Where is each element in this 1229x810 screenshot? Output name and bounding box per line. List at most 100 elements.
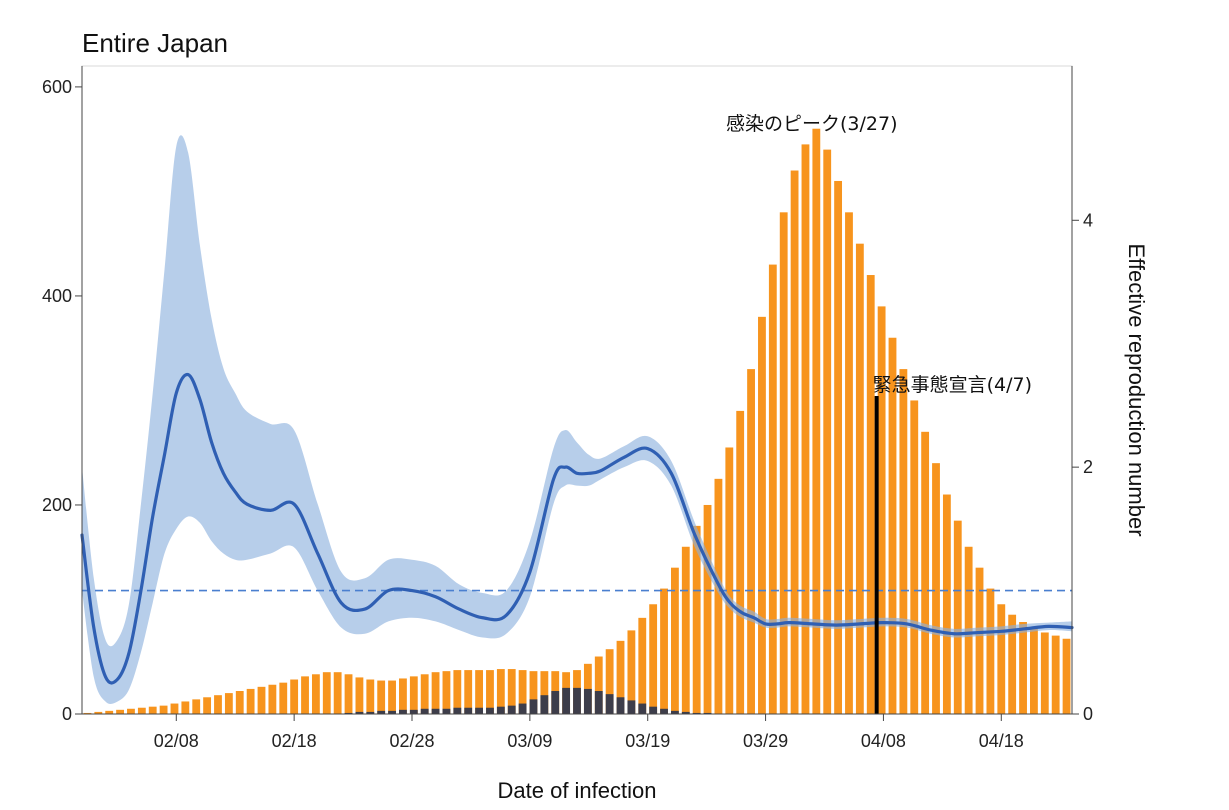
infection-bar — [83, 712, 92, 714]
infection-bar — [181, 701, 190, 714]
x-tick-label: 02/18 — [272, 731, 317, 751]
x-tick-label: 03/19 — [625, 731, 670, 751]
infection-bar — [290, 679, 299, 714]
imported-bar — [377, 710, 386, 714]
imported-bar — [420, 708, 429, 714]
imported-bar — [627, 700, 636, 714]
infection-bar — [127, 708, 135, 714]
infection-bar — [137, 707, 146, 714]
infection-bar — [1051, 635, 1060, 714]
infection-bar — [355, 677, 364, 714]
infection-bar — [942, 494, 951, 714]
infection-bar — [866, 275, 875, 714]
imported-bar — [681, 711, 690, 714]
infection-bar — [214, 695, 222, 714]
y-right-tick-label: 2 — [1083, 457, 1093, 477]
infection-bar — [768, 264, 777, 714]
infection-bar — [605, 649, 614, 714]
infection-bar — [159, 705, 168, 714]
infection-bar — [649, 604, 658, 714]
imported-bar — [507, 705, 516, 714]
infection-bar — [116, 709, 124, 714]
infection-bar — [170, 703, 179, 714]
infection-bar — [344, 674, 353, 714]
infection-bar — [333, 672, 342, 714]
infection-bar — [725, 447, 734, 714]
x-tick-label: 03/09 — [507, 731, 552, 751]
infection-bar — [997, 604, 1006, 714]
infection-bar — [311, 674, 320, 714]
infection-bar — [431, 672, 440, 714]
y-left-tick-label: 0 — [62, 704, 72, 724]
imported-bar — [518, 703, 527, 714]
infection-bar — [540, 671, 549, 714]
infection-bar — [105, 710, 114, 714]
infection-bar — [616, 640, 625, 714]
left-axis: 0 200 400 600 — [42, 66, 83, 724]
infection-bar — [877, 306, 886, 714]
infection-bar — [692, 525, 701, 714]
rt-band-layer — [82, 135, 1072, 705]
infection-bar — [518, 670, 527, 714]
infection-bar — [855, 243, 864, 714]
infection-bar — [899, 369, 908, 714]
infection-bar — [790, 170, 799, 714]
infection-bar — [366, 679, 375, 714]
rt-confidence-band — [82, 135, 1072, 705]
infection-bar — [94, 711, 103, 714]
infection-bar — [464, 670, 473, 714]
infection-bar — [975, 567, 984, 714]
infection-bar — [736, 410, 745, 714]
y-left-tick-label: 600 — [42, 77, 72, 97]
infection-bar — [496, 669, 505, 714]
imported-bar — [344, 712, 353, 714]
imported-bar — [638, 703, 647, 714]
infection-bar — [681, 546, 690, 714]
imported-bar — [453, 707, 462, 714]
infection-bar — [703, 504, 712, 714]
right-axis: 0 2 4 — [1071, 66, 1093, 724]
infection-bar — [268, 684, 277, 714]
y-right-tick-label: 4 — [1083, 210, 1093, 230]
imported-bar — [573, 687, 581, 714]
x-axis-label: Date of infection — [498, 778, 657, 803]
infection-bar — [845, 212, 853, 714]
rt-line-layer — [80, 372, 1074, 685]
infection-bar — [507, 669, 516, 714]
y-right-axis-label: Effective reproduction number — [1124, 243, 1149, 536]
infection-bar — [758, 316, 766, 714]
infection-bar — [322, 672, 331, 714]
infection-bar — [823, 149, 832, 715]
infection-bar — [246, 688, 255, 714]
infection-bar — [801, 144, 810, 714]
imported-bar — [475, 707, 483, 714]
y-left-tick-label: 200 — [42, 495, 72, 515]
imported-bar — [703, 712, 712, 714]
infection-bar — [638, 617, 647, 714]
infection-bar — [714, 478, 723, 714]
infection-bar — [627, 630, 636, 714]
y-right-tick-label: 0 — [1083, 704, 1093, 724]
infection-bar — [420, 674, 429, 714]
chart-title: Entire Japan — [82, 28, 228, 58]
infection-bar — [257, 686, 266, 714]
imported-bar — [496, 706, 505, 714]
infection-bar — [224, 693, 233, 714]
infection-bar — [660, 588, 668, 714]
imported-bar — [660, 708, 668, 714]
rt-line — [80, 372, 1074, 685]
x-tick-label: 04/18 — [979, 731, 1024, 751]
y-left-tick-label: 400 — [42, 286, 72, 306]
imported-bar — [399, 709, 407, 714]
imported-bar — [692, 712, 701, 714]
x-tick-label: 02/28 — [389, 731, 434, 751]
imported-bar — [605, 694, 614, 714]
infection-bar — [192, 699, 201, 714]
infection-bar — [442, 671, 451, 714]
x-tick-label: 02/08 — [154, 731, 199, 751]
imported-bar — [671, 710, 679, 714]
imported-bar — [366, 711, 375, 714]
infection-bar — [921, 431, 930, 714]
imported-bar — [649, 706, 658, 714]
